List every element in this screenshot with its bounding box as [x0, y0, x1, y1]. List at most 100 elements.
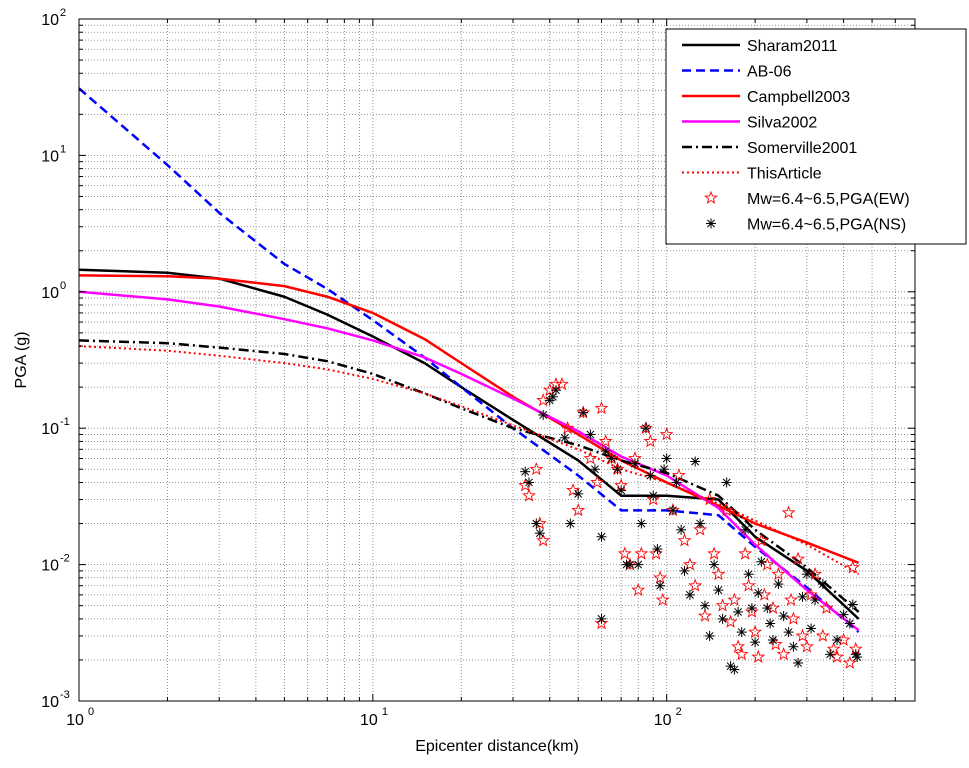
data-point-asterisk: [531, 518, 542, 529]
series-line-sharam2011: [78, 268, 860, 620]
asterisk-stroke: [677, 525, 686, 534]
legend-entry-mw-6-4-6-5-pga-ew: Mw=6.4~6.5,PGA(EW): [704, 190, 910, 208]
asterisk-stroke: [802, 570, 811, 579]
y-tick-label-exponent: 0: [60, 280, 66, 292]
asterisk-stroke: [826, 650, 835, 659]
legend-entry-sharam2011: Sharam2011: [682, 38, 838, 55]
asterisk-stroke: [794, 659, 803, 667]
legend-swatch: [704, 190, 718, 204]
x-tick-label-base: 10: [66, 712, 84, 729]
data-point-asterisk: [783, 627, 794, 638]
asterisk-stroke: [634, 560, 643, 569]
asterisk-stroke: [718, 614, 727, 623]
data-point-star: [741, 578, 756, 592]
legend-entry-mw-6-4-6-5-pga-ns: Mw=6.4~6.5,PGA(NS): [706, 217, 906, 234]
asterisk-stroke: [680, 566, 689, 575]
data-point-asterisk: [565, 518, 576, 529]
asterisk-stroke: [751, 638, 760, 647]
asterisk-stroke: [590, 465, 599, 474]
data-point-asterisk: [655, 580, 666, 591]
asterisk-stroke: [535, 529, 544, 538]
series-points-mw-6-4-6-5-pga-ns: [520, 385, 863, 675]
asterisk-stroke: [848, 600, 857, 609]
asterisk-stroke: [833, 636, 841, 644]
data-point-star: [655, 592, 670, 606]
data-point-asterisk: [690, 456, 701, 467]
data-point-asterisk: [600, 446, 611, 457]
data-point-asterisk: [573, 488, 584, 499]
data-point-star: [532, 516, 547, 530]
asterisk-stroke: [818, 580, 827, 589]
data-point-star: [751, 649, 766, 663]
data-point-star: [659, 427, 674, 441]
x-axis-label: Epicenter distance(km): [415, 738, 579, 755]
data-point-star: [776, 647, 791, 661]
y-tick-label-base: 10: [41, 285, 59, 302]
asterisk-stroke: [646, 471, 655, 480]
asterisk-stroke: [649, 491, 658, 500]
data-point-asterisk: [676, 524, 687, 535]
y-tick-label-base: 10: [41, 421, 59, 438]
data-point-asterisk: [750, 637, 761, 648]
data-point-asterisk: [661, 453, 672, 464]
data-point-asterisk: [736, 627, 747, 638]
x-tick-label: 10 0: [66, 706, 94, 729]
data-point-asterisk: [633, 559, 644, 570]
series-line-thisarticle: [78, 345, 860, 576]
data-point-star: [677, 533, 692, 547]
asterisk-stroke: [839, 610, 848, 619]
data-point-star: [590, 475, 605, 489]
data-point-star: [771, 566, 786, 581]
x-tick-label: 10 2: [654, 706, 682, 729]
x-tick-label-exponent: 2: [676, 706, 682, 718]
asterisk-stroke: [807, 624, 816, 633]
asterisk-stroke: [744, 570, 753, 579]
series-line-silva2002: [78, 290, 860, 632]
data-point-asterisk: [762, 603, 773, 614]
asterisk-stroke: [525, 478, 533, 487]
asterisk-stroke: [789, 642, 798, 651]
y-tick-label: 10 2: [41, 7, 66, 29]
data-point-star: [784, 592, 798, 606]
data-point-star: [646, 492, 661, 506]
asterisk-stroke: [574, 489, 583, 498]
data-point-star: [653, 570, 668, 584]
data-point-star: [571, 503, 586, 517]
data-point-asterisk: [585, 429, 596, 440]
asterisk-stroke: [597, 532, 606, 541]
data-point-asterisk: [534, 528, 545, 539]
data-point-asterisk: [806, 623, 817, 634]
data-point-asterisk: [793, 657, 804, 668]
data-point-star: [698, 608, 712, 622]
data-point-asterisk: [704, 630, 715, 641]
y-tick-label-exponent: -1: [60, 416, 70, 428]
data-point-star: [808, 566, 823, 581]
data-point-asterisk: [645, 470, 656, 481]
data-point-asterisk: [695, 518, 706, 529]
asterisk-stroke: [597, 614, 606, 623]
asterisk-stroke: [798, 592, 807, 601]
data-point-star: [791, 551, 806, 565]
asterisk-stroke: [769, 636, 777, 644]
data-point-asterisk: [721, 477, 732, 488]
data-point-star: [583, 451, 598, 465]
data-point-asterisk: [756, 556, 767, 567]
asterisk-stroke: [730, 665, 739, 674]
data-point-asterisk: [740, 524, 751, 535]
y-tick-label: 10 -1: [41, 416, 70, 438]
legend-entry-somerville2001: Somerville2001: [682, 140, 857, 157]
y-tick-label: 10 -3: [41, 689, 70, 711]
asterisk-stroke: [747, 604, 756, 613]
data-point-star: [719, 503, 734, 517]
asterisk-stroke: [548, 392, 557, 401]
series-layer: [78, 87, 863, 675]
data-point-star: [715, 598, 730, 612]
data-point-asterisk: [520, 466, 531, 477]
legend-label: AB-06: [747, 64, 792, 81]
data-point-asterisk: [765, 618, 776, 629]
y-tick-label-exponent: 1: [60, 143, 66, 155]
asterisk-stroke: [696, 519, 705, 528]
data-point-star: [768, 637, 783, 651]
data-point-star: [738, 546, 753, 560]
